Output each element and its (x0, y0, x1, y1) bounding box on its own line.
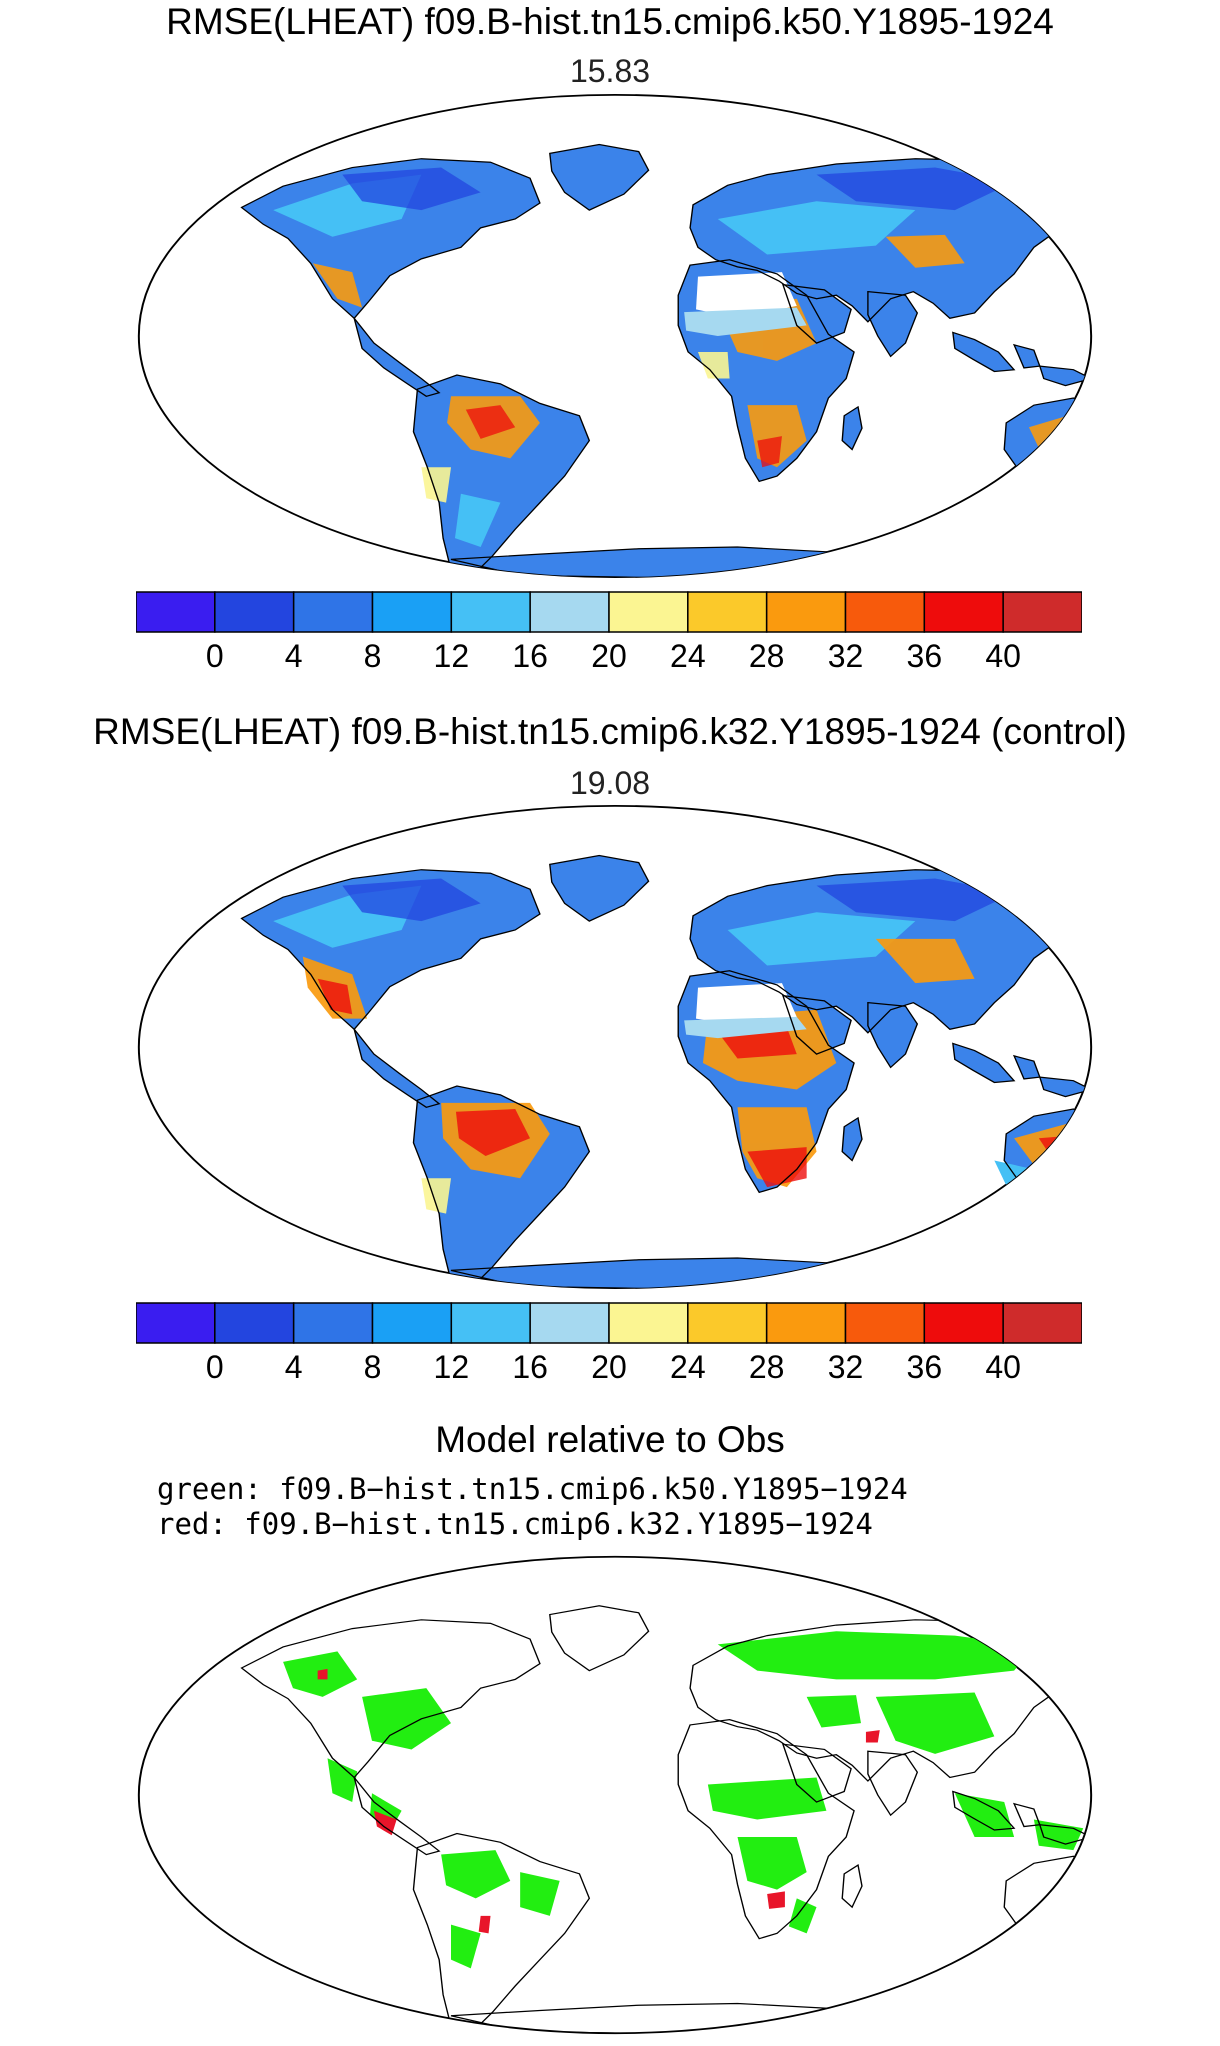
colorbar-tick-label: 40 (985, 638, 1021, 674)
colorbar (136, 591, 1082, 633)
colorbar-tick-label: 28 (748, 1349, 785, 1385)
colorbar-tick-label: 16 (512, 638, 548, 674)
colorbar-tick-label: 32 (827, 638, 864, 674)
comparison-map (137, 1555, 1093, 2035)
colorbar-tick-label: 36 (906, 638, 943, 674)
colorbar-swatch (371, 1302, 453, 1344)
colorbar-tick-label: 12 (433, 638, 470, 674)
colorbar-swatch (608, 1302, 689, 1344)
colorbar-swatch (608, 591, 689, 633)
colorbar-swatch (844, 591, 926, 633)
world-map (137, 804, 1093, 1290)
world-map (137, 93, 1093, 579)
colorbar-tick-label: 28 (748, 638, 785, 674)
colorbar-swatch (371, 591, 453, 633)
panel-k32-control: RMSE(LHEAT) f09.B-hist.tn15.cmip6.k32.Y1… (93, 711, 1127, 1344)
comparison-title: Model relative to Obs (435, 1419, 785, 1460)
colorbar-swatch (529, 591, 610, 633)
colorbar-tick-label: 36 (906, 1349, 943, 1385)
colorbar-swatch (1002, 1302, 1082, 1344)
colorbar-tick-labels: 0 4 8 12 16 20 24 28 32 36 40 (0, 638, 1220, 678)
legend-green: green: f09.B−hist.tn15.cmip6.k50.Y1895−1… (157, 1472, 908, 1506)
colorbar-tick-label: 20 (591, 638, 627, 674)
score-label: 19.08 (569, 765, 651, 801)
panel-title: RMSE(LHEAT) f09.B-hist.tn15.cmip6.k32.Y1… (93, 711, 1127, 752)
colorbar-swatch (844, 1302, 926, 1344)
colorbar-swatch (765, 591, 847, 633)
colorbar-tick-label: 0 (205, 1349, 224, 1385)
colorbar-tick-label: 4 (284, 638, 303, 674)
colorbar-swatch (1002, 591, 1082, 633)
score-label: 15.83 (569, 53, 651, 89)
panel-title: RMSE(LHEAT) f09.B-hist.tn15.cmip6.k50.Y1… (166, 1, 1054, 42)
colorbar-tick-label: 12 (433, 1349, 470, 1385)
colorbar (136, 1302, 1082, 1344)
colorbar-swatch (765, 1302, 847, 1344)
colorbar-tick-label: 24 (670, 638, 706, 674)
colorbar-tick-label: 32 (827, 1349, 864, 1385)
colorbar-tick-label: 0 (205, 638, 224, 674)
colorbar-swatch (292, 1302, 374, 1344)
colorbar-tick-label: 40 (985, 1349, 1021, 1385)
colorbar-tick-label: 20 (591, 1349, 627, 1385)
colorbar-swatch (529, 1302, 610, 1344)
colorbar-tick-label: 16 (512, 1349, 548, 1385)
colorbar-tick-label: 8 (363, 638, 382, 674)
colorbar-tick-labels: 0 4 8 12 16 20 24 28 32 36 40 (0, 1349, 1220, 1389)
colorbar-tick-label: 4 (284, 1349, 303, 1385)
colorbar-tick-label: 8 (363, 1349, 382, 1385)
colorbar-tick-label: 24 (670, 1349, 706, 1385)
legend-red: red: f09.B−hist.tn15.cmip6.k32.Y1895−192… (157, 1507, 873, 1541)
colorbar-swatch (214, 1302, 295, 1344)
panel-k50: RMSE(LHEAT) f09.B-hist.tn15.cmip6.k50.Y1… (0, 0, 1220, 680)
colorbar-swatch (136, 1302, 216, 1344)
colorbar-swatch (214, 591, 295, 633)
colorbar-swatch (923, 1302, 1004, 1344)
colorbar-swatch (687, 1302, 768, 1344)
colorbar-swatch (450, 1302, 531, 1344)
